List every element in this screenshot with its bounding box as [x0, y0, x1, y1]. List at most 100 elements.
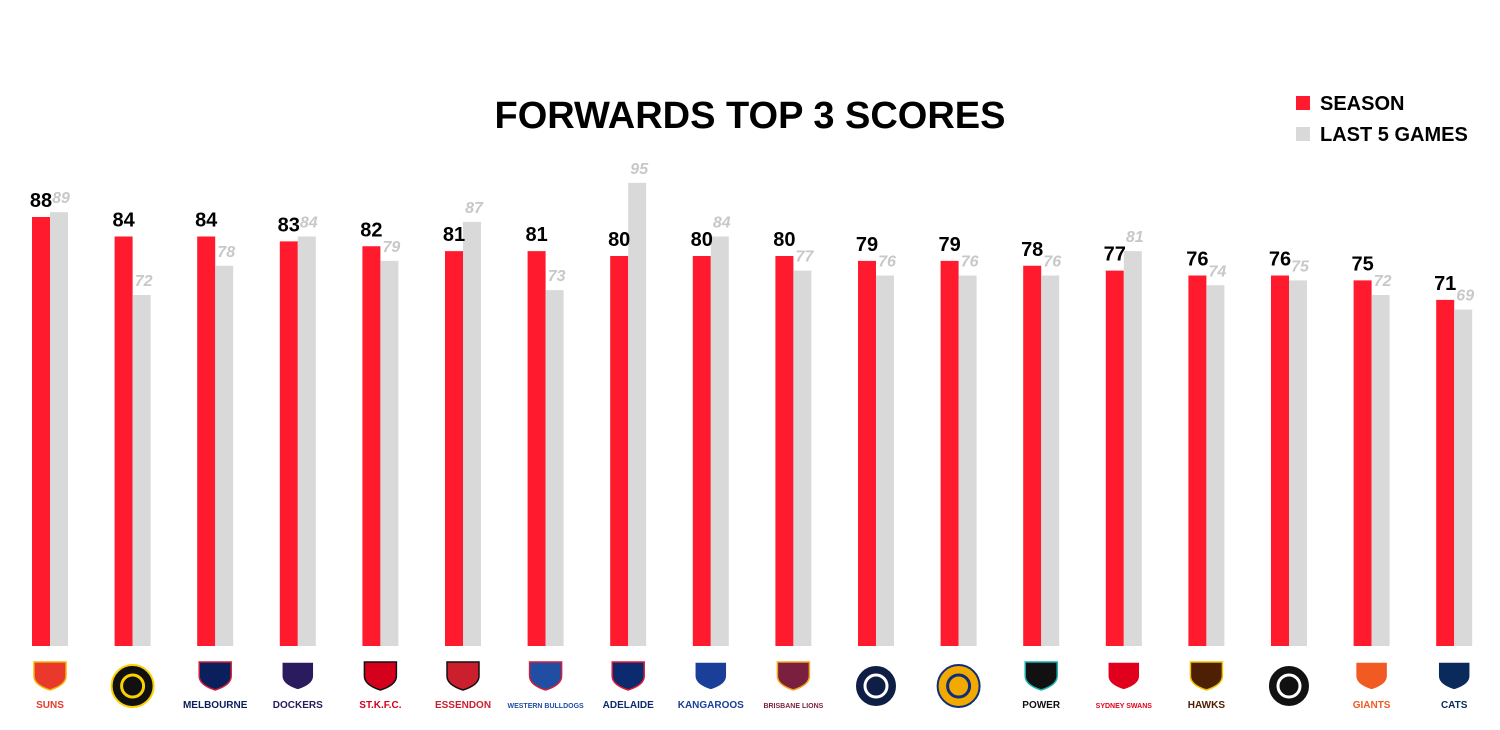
logo-label-14: HAWKS — [1188, 700, 1226, 711]
logo-label-7: ADELAIDE — [603, 700, 654, 711]
tiger-icon — [110, 664, 155, 708]
logo-label-13: SYDNEY SWANS — [1096, 703, 1153, 710]
logo-label-3: DOCKERS — [273, 700, 323, 711]
cross-shield-icon: ST.K.F.C. — [359, 661, 402, 711]
bomber-icon: ESSENDON — [435, 661, 491, 711]
power-shield-icon: POWER — [1022, 661, 1061, 711]
data-label-last5-14: 74 — [1209, 263, 1227, 280]
bar-season-2 — [197, 236, 216, 646]
bar-season-10 — [858, 260, 876, 646]
bar-last5-4 — [380, 260, 399, 646]
bar-last5-3 — [297, 236, 316, 646]
data-label-last5-15: 75 — [1291, 258, 1310, 275]
logo-label-9: BRISBANE LIONS — [763, 703, 823, 710]
bar-season-12 — [1023, 265, 1042, 646]
data-label-season-6: 81 — [525, 224, 547, 246]
data-label-season-10: 79 — [856, 234, 878, 256]
logo-label-16: GIANTS — [1353, 700, 1391, 711]
logo-label-0: SUNS — [36, 700, 64, 711]
bar-season-15 — [1271, 275, 1289, 646]
data-label-season-14: 76 — [1186, 249, 1208, 271]
data-label-season-4: 82 — [360, 219, 382, 241]
data-label-last5-6: 73 — [548, 268, 566, 285]
bar-season-17 — [1436, 299, 1455, 646]
giants-g-icon: GIANTS — [1353, 661, 1391, 711]
legend-label-last5: LAST 5 GAMES — [1320, 124, 1468, 146]
bar-season-1 — [114, 236, 133, 646]
logo-label-6: WESTERN BULLDOGS — [507, 703, 584, 710]
data-label-season-15: 76 — [1269, 249, 1291, 271]
data-label-last5-9: 77 — [796, 249, 815, 266]
eagle-icon — [936, 664, 981, 708]
bar-last5-8 — [710, 236, 729, 646]
legend: SEASON LAST 5 GAMES — [1296, 93, 1468, 146]
magpie-icon — [1267, 664, 1311, 708]
legend-swatch-season — [1296, 96, 1310, 110]
data-label-season-9: 80 — [773, 229, 795, 251]
data-label-last5-3: 84 — [300, 215, 318, 232]
bar-last5-0 — [50, 212, 68, 646]
bar-season-3 — [279, 241, 298, 646]
data-label-season-0: 88 — [30, 190, 52, 212]
data-label-season-12: 78 — [1021, 239, 1043, 261]
data-label-season-16: 75 — [1351, 253, 1373, 275]
bar-last5-16 — [1371, 295, 1390, 646]
hawk-icon: HAWKS — [1188, 661, 1226, 711]
swan-icon: SYDNEY SWANS — [1096, 661, 1153, 710]
kangaroo-icon: KANGAROOS — [678, 661, 744, 711]
bar-last5-2 — [215, 265, 234, 646]
bar-last5-17 — [1454, 309, 1473, 646]
bar-season-4 — [362, 246, 381, 646]
bar-last5-7 — [628, 182, 647, 646]
data-label-last5-13: 81 — [1126, 229, 1144, 246]
data-label-season-3: 83 — [278, 214, 300, 236]
bulldog-icon: WESTERN BULLDOGS — [507, 661, 584, 710]
logo-label-4: ST.K.F.C. — [359, 700, 401, 711]
demon-icon: MELBOURNE — [183, 661, 248, 711]
data-label-season-11: 79 — [938, 234, 960, 256]
sun-icon: SUNS — [33, 661, 67, 711]
logo-label-12: POWER — [1022, 700, 1061, 711]
bar-last5-14 — [1206, 285, 1225, 646]
bar-last5-11 — [958, 275, 977, 646]
bar-last5-12 — [1041, 275, 1060, 646]
bar-last5-9 — [793, 270, 812, 646]
bar-season-14 — [1188, 275, 1207, 646]
bar-last5-5 — [463, 221, 481, 646]
data-label-last5-1: 72 — [135, 273, 153, 290]
bar-season-11 — [940, 260, 959, 646]
data-label-last5-7: 95 — [630, 161, 649, 178]
logo-label-17: CATS — [1441, 700, 1468, 711]
anchor-icon: DOCKERS — [273, 661, 323, 711]
bar-last5-10 — [876, 275, 894, 646]
data-label-last5-0: 89 — [52, 190, 70, 207]
data-label-season-17: 71 — [1434, 273, 1456, 295]
data-label-last5-8: 84 — [713, 215, 731, 232]
lion-icon: BRISBANE LIONS — [763, 661, 824, 710]
data-label-last5-2: 78 — [217, 244, 235, 261]
crow-icon: ADELAIDE — [603, 661, 654, 711]
data-label-season-7: 80 — [608, 229, 630, 251]
data-label-season-1: 84 — [112, 210, 135, 232]
cat-icon: CATS — [1437, 661, 1471, 711]
bar-season-13 — [1105, 270, 1124, 646]
data-label-season-5: 81 — [443, 224, 465, 246]
bar-season-6 — [527, 251, 546, 646]
data-label-season-2: 84 — [195, 210, 218, 232]
bar-last5-13 — [1123, 251, 1142, 646]
bar-season-16 — [1353, 280, 1372, 646]
data-label-last5-4: 79 — [383, 239, 401, 256]
bar-season-0 — [32, 217, 50, 646]
data-label-last5-11: 76 — [961, 254, 979, 271]
legend-label-season: SEASON — [1320, 93, 1404, 115]
data-label-season-13: 77 — [1104, 244, 1126, 266]
logo-label-5: ESSENDON — [435, 700, 491, 711]
bar-last5-15 — [1289, 280, 1307, 646]
bar-season-7 — [610, 256, 629, 646]
logo-label-2: MELBOURNE — [183, 700, 248, 711]
bar-season-9 — [775, 256, 794, 646]
bars-group — [32, 182, 1473, 646]
data-label-last5-10: 76 — [878, 254, 896, 271]
